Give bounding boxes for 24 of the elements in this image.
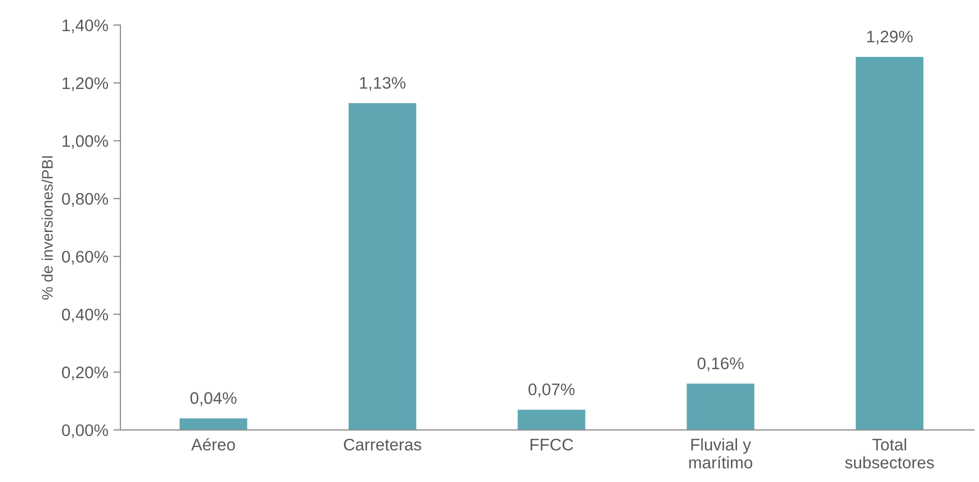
- data-label: 0,07%: [528, 383, 575, 398]
- y-tick-label: 0,00%: [62, 424, 108, 438]
- data-label: 0,04%: [190, 392, 236, 406]
- y-tick-label: 1,40%: [62, 19, 108, 34]
- bar: [348, 103, 416, 430]
- y-tick-label: 0,80%: [62, 192, 108, 207]
- bar: [856, 56, 924, 430]
- x-tick-label: Carreteras: [344, 438, 422, 451]
- y-tick-label: 1,00%: [62, 135, 108, 149]
- y-tick-label: 0,20%: [62, 366, 108, 380]
- bar: [518, 410, 586, 430]
- y-tick-label: 1,20%: [62, 77, 108, 92]
- data-label: 1,29%: [867, 30, 913, 44]
- y-tick-label: 0,60%: [62, 250, 108, 265]
- bar: [180, 418, 248, 430]
- y-tick-label: 0,40%: [62, 308, 108, 322]
- bar: [686, 384, 754, 430]
- x-tick-label: Fluvial y marítimo: [689, 438, 752, 468]
- data-label: 1,13%: [360, 76, 406, 91]
- y-axis-title: % de inversiones/PBI: [42, 156, 53, 300]
- x-tick-label: Total subsectores: [845, 438, 934, 468]
- x-tick-label: Aéreo: [191, 438, 235, 451]
- x-tick-label: FFCC: [530, 438, 574, 451]
- data-label: 0,16%: [698, 357, 744, 372]
